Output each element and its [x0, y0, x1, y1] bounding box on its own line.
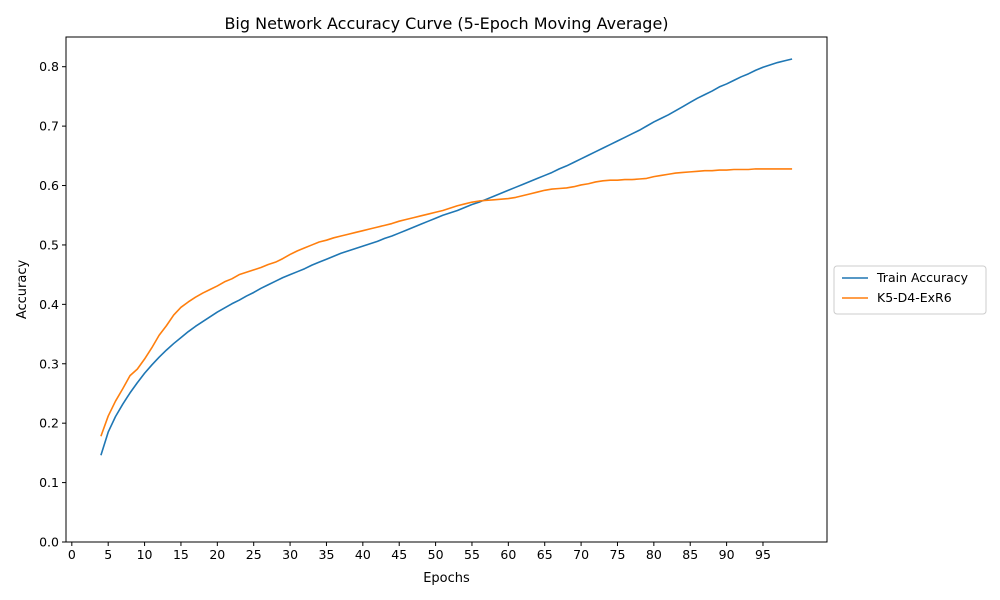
- series-layer: [100, 58, 793, 456]
- x-tick-label: 35: [319, 547, 335, 562]
- x-tick-label: 40: [355, 547, 371, 562]
- x-tick-label: 55: [464, 547, 480, 562]
- x-tick-label: 60: [500, 547, 516, 562]
- chart-title: Big Network Accuracy Curve (5-Epoch Movi…: [224, 14, 668, 33]
- x-tick-label: 90: [719, 547, 735, 562]
- legend: Train Accuracy K5-D4-ExR6: [833, 265, 987, 315]
- legend-box: [833, 265, 987, 315]
- x-tick-label: 50: [428, 547, 444, 562]
- legend-label-train-accuracy: Train Accuracy: [876, 270, 969, 285]
- x-tick-label: 25: [246, 547, 262, 562]
- x-tick-label: 5: [104, 547, 112, 562]
- x-tick-label: 80: [646, 547, 662, 562]
- x-tick-label: 95: [755, 547, 771, 562]
- x-tick-label: 15: [173, 547, 189, 562]
- y-tick-label: 0.4: [39, 297, 59, 312]
- x-tick-label: 85: [682, 547, 698, 562]
- y-tick-label: 0.5: [39, 237, 59, 252]
- y-tick-label: 0.2: [39, 416, 59, 431]
- y-axis-ticks: 0.0 0.1 0.2 0.3 0.4 0.5 0.6 0.7 0.8: [39, 59, 66, 550]
- x-tick-label: 0: [68, 547, 76, 562]
- x-tick-label: 70: [573, 547, 589, 562]
- y-tick-label: 0.1: [39, 475, 59, 490]
- x-axis-ticks: 0 5 10 15 20 25 30 35 40 45 50 55 60 65 70 75 80 85 90 95: [68, 542, 771, 562]
- x-tick-label: 10: [137, 547, 153, 562]
- series-line-train-accuracy: [100, 58, 793, 456]
- plot-frame: [65, 36, 828, 543]
- y-tick-label: 0.0: [39, 535, 59, 550]
- x-tick-label: 20: [209, 547, 225, 562]
- x-tick-label: 75: [610, 547, 626, 562]
- legend-label-k5-d4-exr6: K5-D4-ExR6: [877, 290, 952, 305]
- x-tick-label: 45: [391, 547, 407, 562]
- x-tick-label: 65: [537, 547, 553, 562]
- y-tick-label: 0.3: [39, 356, 59, 371]
- x-axis-label: Epochs: [423, 571, 470, 586]
- y-axis-label: Accuracy: [15, 260, 30, 320]
- series-line-k5-d4-exr6: [100, 168, 793, 437]
- x-tick-label: 30: [282, 547, 298, 562]
- y-tick-label: 0.8: [39, 59, 59, 74]
- y-tick-label: 0.7: [39, 119, 59, 134]
- y-tick-label: 0.6: [39, 178, 59, 193]
